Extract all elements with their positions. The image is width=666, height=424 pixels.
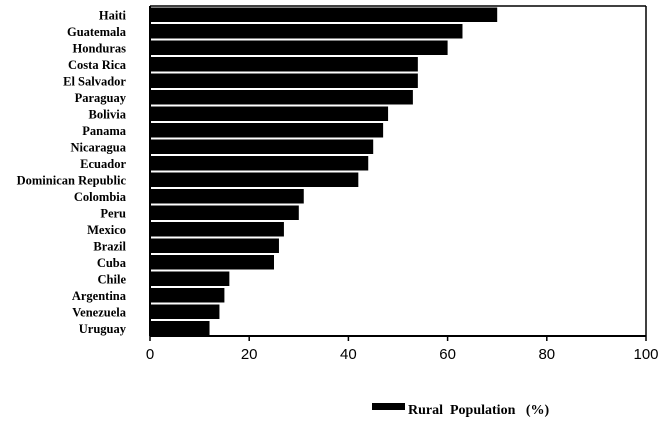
bar-chile (150, 271, 230, 286)
category-label-guatemala: Guatemala (67, 25, 127, 39)
category-label-haiti: Haiti (99, 8, 127, 22)
category-label-bolivia: Bolivia (88, 107, 126, 121)
bar-bolivia (150, 106, 389, 121)
category-label-uruguay: Uruguay (79, 322, 127, 336)
category-labels: Haiti Guatemala Honduras Costa Rica El Salva… (17, 8, 127, 336)
x-tick-label-60: 60 (439, 346, 456, 363)
x-tick-label-80: 80 (538, 346, 555, 363)
x-tick-label-40: 40 (340, 346, 357, 363)
bar-el-salvador (150, 73, 418, 88)
legend-label: Rural Population (%) (408, 403, 550, 418)
bar-paraguay (150, 90, 413, 105)
bar-colombia (150, 189, 304, 204)
category-label-colombia: Colombia (74, 190, 127, 204)
bar-nicaragua (150, 139, 374, 154)
x-tick-label-100: 100 (633, 346, 658, 363)
bar-peru (150, 205, 299, 220)
bar-uruguay (150, 321, 210, 336)
bar-ecuador (150, 156, 369, 171)
legend: Rural Population (%) (372, 403, 550, 418)
category-label-chile: Chile (98, 272, 127, 286)
category-label-cuba: Cuba (97, 256, 127, 270)
category-label-argentina: Argentina (72, 289, 127, 303)
bar-dominican-republic (150, 172, 359, 187)
bar-panama (150, 123, 384, 138)
x-axis-ticks: 0 20 40 60 80 100 (146, 336, 659, 363)
legend-swatch (372, 403, 405, 410)
category-label-paraguay: Paraguay (75, 91, 127, 105)
bar-haiti (150, 7, 498, 22)
category-label-el-salvador: El Salvador (63, 74, 126, 88)
category-label-peru: Peru (100, 206, 126, 220)
plot-frame (149, 5, 647, 337)
bar-mexico (150, 222, 284, 237)
category-label-costa-rica: Costa Rica (68, 58, 127, 72)
bar-honduras (150, 40, 448, 55)
bar-guatemala (150, 24, 463, 39)
category-label-mexico: Mexico (87, 223, 126, 237)
x-tick-label-0: 0 (146, 346, 154, 363)
bar-costa-rica (150, 57, 418, 72)
bar-brazil (150, 238, 279, 253)
category-label-honduras: Honduras (73, 41, 127, 55)
category-label-venezuela: Venezuela (72, 305, 126, 319)
bars-group (150, 7, 498, 336)
bar-venezuela (150, 304, 220, 319)
x-tick-label-20: 20 (241, 346, 258, 363)
category-label-ecuador: Ecuador (80, 157, 126, 171)
bar-cuba (150, 255, 274, 270)
category-label-brazil: Brazil (93, 239, 126, 253)
category-label-nicaragua: Nicaragua (70, 140, 126, 154)
bar-argentina (150, 288, 225, 303)
category-label-dominican-republic: Dominican Republic (17, 173, 127, 187)
category-label-panama: Panama (82, 124, 127, 138)
